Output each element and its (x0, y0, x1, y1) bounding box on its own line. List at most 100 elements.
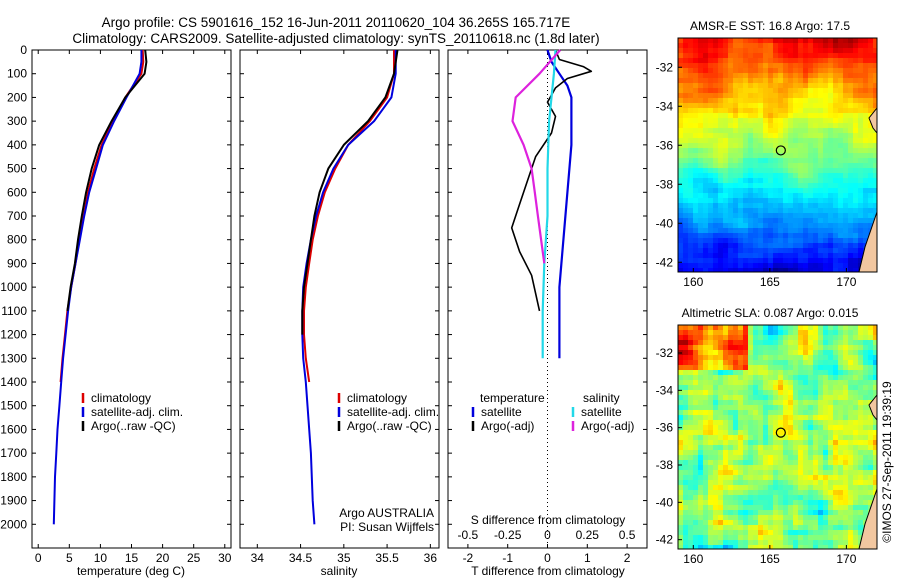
map-cell (758, 108, 763, 113)
map-cell (753, 233, 758, 238)
map-cell (758, 78, 763, 83)
map-cell (848, 360, 853, 365)
map-cell (863, 500, 868, 505)
map-cell (813, 330, 818, 335)
map-cell (803, 178, 808, 183)
map-cell (703, 178, 708, 183)
map-cell (863, 475, 868, 480)
map-cell (848, 420, 853, 425)
map-cell (848, 525, 853, 530)
map-cell (733, 178, 738, 183)
map-cell (848, 153, 853, 158)
map-cell (683, 208, 688, 213)
map-cell (823, 93, 828, 98)
map-cell (723, 505, 728, 510)
map-cell (678, 148, 683, 153)
map-cell (828, 208, 833, 213)
map-cell (808, 43, 813, 48)
map-cell (838, 405, 843, 410)
map-cell (748, 208, 753, 213)
map-cell (833, 460, 838, 465)
map-cell (683, 43, 688, 48)
map-cell (698, 78, 703, 83)
map-cell (733, 248, 738, 253)
map-cell (693, 93, 698, 98)
map-cell (678, 410, 683, 415)
map-cell (858, 330, 863, 335)
map-cell (808, 400, 813, 405)
map-cell (748, 173, 753, 178)
map-cell (713, 445, 718, 450)
map-cell (723, 465, 728, 470)
map-cell (858, 238, 863, 243)
map-cell (718, 128, 723, 133)
map-cell (753, 425, 758, 430)
map-cell (828, 118, 833, 123)
map-cell (688, 400, 693, 405)
map-cell (688, 460, 693, 465)
map-cell (678, 118, 683, 123)
map-cell (688, 375, 693, 380)
map-cell (833, 465, 838, 470)
map-cell (798, 183, 803, 188)
map-cell (703, 345, 708, 350)
map-cell (688, 113, 693, 118)
map-cell (823, 73, 828, 78)
map-cell (738, 128, 743, 133)
map-cell (698, 455, 703, 460)
map-cell (848, 248, 853, 253)
map-cell (843, 68, 848, 73)
map-cell (773, 470, 778, 475)
map-cell (733, 123, 738, 128)
map-cell (743, 138, 748, 143)
map-cell (688, 455, 693, 460)
map-cell (723, 63, 728, 68)
map-cell (758, 440, 763, 445)
map-cell (728, 143, 733, 148)
map-cell (833, 243, 838, 248)
map-cell (838, 133, 843, 138)
map-cell (868, 183, 873, 188)
map-cell (803, 525, 808, 530)
map-cell (823, 143, 828, 148)
map-cell (713, 78, 718, 83)
map-cell (753, 138, 758, 143)
map-cell (848, 188, 853, 193)
map-cell (798, 485, 803, 490)
map-cell (818, 73, 823, 78)
map-cell (848, 505, 853, 510)
map-cell (683, 470, 688, 475)
map-cell (758, 390, 763, 395)
map-cell (838, 410, 843, 415)
map-cell (793, 228, 798, 233)
map-cell (778, 330, 783, 335)
map-cell (713, 500, 718, 505)
map-cell (868, 440, 873, 445)
map-cell (833, 268, 838, 272)
map-cell (803, 460, 808, 465)
map-cell (728, 108, 733, 113)
map-cell (678, 530, 683, 535)
map-cell (743, 263, 748, 268)
map-cell (848, 500, 853, 505)
map-cell (848, 148, 853, 153)
map-cell (783, 355, 788, 360)
map-cell (718, 213, 723, 218)
map-cell (813, 48, 818, 53)
map-cell (783, 450, 788, 455)
map-cell (858, 425, 863, 430)
map-cell (803, 415, 808, 420)
map-cell (688, 223, 693, 228)
map-cell (738, 380, 743, 385)
map-cell (703, 223, 708, 228)
map-cell (713, 460, 718, 465)
map-cell (853, 268, 858, 272)
map-cell (718, 390, 723, 395)
map-cell (873, 133, 877, 138)
map-cell (718, 430, 723, 435)
map-cell (853, 98, 858, 103)
map-cell (753, 63, 758, 68)
map-cell (758, 198, 763, 203)
map-cell (693, 400, 698, 405)
map-cell (753, 228, 758, 233)
